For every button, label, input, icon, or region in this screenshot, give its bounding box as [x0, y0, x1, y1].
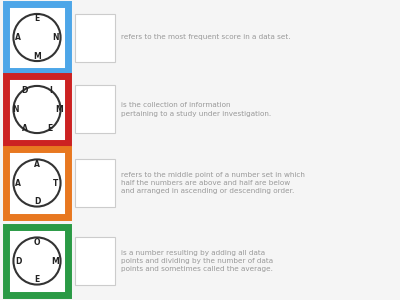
Text: A: A	[16, 178, 21, 188]
Text: is the collection of information
pertaining to a study under investigation.: is the collection of information pertain…	[121, 102, 271, 117]
Text: A: A	[22, 124, 28, 133]
Text: I: I	[49, 86, 52, 95]
Text: O: O	[34, 238, 40, 247]
Text: refers to the most frequent score in a data set.: refers to the most frequent score in a d…	[121, 34, 291, 40]
Text: D: D	[22, 86, 28, 95]
FancyBboxPatch shape	[6, 149, 68, 217]
Text: N: N	[52, 33, 59, 42]
Text: M: M	[52, 256, 60, 266]
Text: M: M	[33, 52, 41, 61]
Text: D: D	[34, 197, 40, 206]
Text: D: D	[15, 256, 22, 266]
Text: A: A	[34, 160, 40, 169]
Text: M: M	[55, 105, 62, 114]
FancyBboxPatch shape	[75, 159, 115, 207]
Text: T: T	[53, 178, 58, 188]
Text: is a number resulting by adding all data
points and dividing by the number of da: is a number resulting by adding all data…	[121, 250, 273, 272]
Text: E: E	[34, 275, 40, 284]
FancyBboxPatch shape	[75, 14, 115, 61]
FancyBboxPatch shape	[75, 237, 115, 285]
Text: E: E	[34, 14, 40, 23]
FancyBboxPatch shape	[6, 4, 68, 71]
FancyBboxPatch shape	[75, 85, 115, 134]
FancyBboxPatch shape	[6, 76, 68, 143]
Text: refers to the middle point of a number set in which
half the numbers are above a: refers to the middle point of a number s…	[121, 172, 305, 194]
Text: N: N	[12, 105, 18, 114]
Text: A: A	[16, 33, 21, 42]
FancyBboxPatch shape	[6, 227, 68, 295]
Text: E: E	[47, 124, 52, 133]
